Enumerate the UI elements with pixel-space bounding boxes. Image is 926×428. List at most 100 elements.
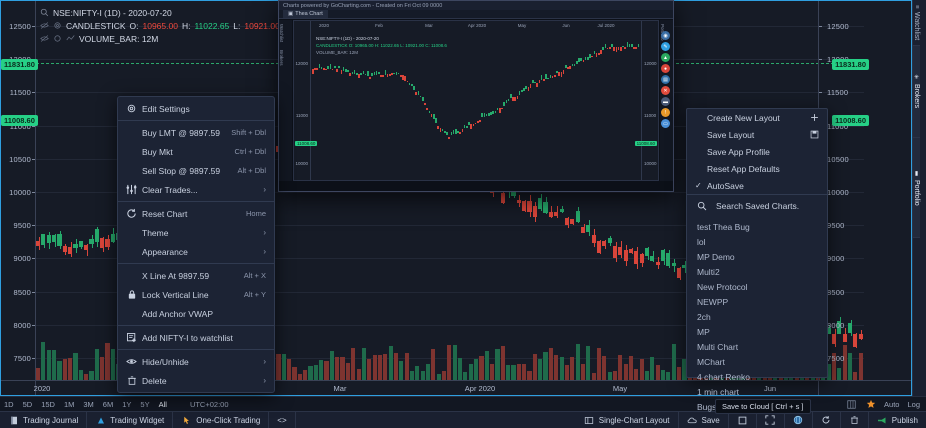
timeframe-bar[interactable]: 1D 5D 15D 1M 3M 6M 1Y 5Y All UTC+02:00 Auto Log bbox=[0, 396, 926, 411]
context-menu-item-add-nifty-i-to-watchlist[interactable]: Add NIFTY-I to watchlist bbox=[118, 328, 274, 347]
refresh-button[interactable] bbox=[813, 411, 841, 428]
timeframe-5d[interactable]: 5D bbox=[22, 399, 33, 409]
square-button[interactable] bbox=[729, 411, 757, 428]
legend-volume-row[interactable]: VOLUME_BAR: 12M bbox=[40, 32, 326, 45]
floating-chart-body[interactable]: 2020 Feb Mar Apr 2020 May Jun Jul 2020 12000 11… bbox=[293, 20, 659, 181]
publish-button[interactable]: Publish bbox=[869, 412, 926, 428]
tool-icon-5[interactable]: ▤ bbox=[661, 75, 670, 84]
timeframe-items[interactable]: 1D 5D 15D 1M 3M 6M 1Y 5Y All bbox=[4, 400, 167, 409]
floating-rail-watchlist[interactable]: Watchlist bbox=[279, 24, 284, 43]
saved-chart-item[interactable]: test Thea Bug bbox=[687, 219, 827, 234]
floating-window-tab[interactable]: ▣ Thea Chart bbox=[283, 10, 328, 18]
context-menu-item-lock-vertical-line[interactable]: Lock Vertical Line Alt + Y bbox=[118, 285, 274, 304]
saved-chart-item[interactable]: 2ch bbox=[687, 309, 827, 324]
tool-icon-2[interactable]: ✎ bbox=[661, 42, 670, 51]
timeframe-1y[interactable]: 1Y bbox=[122, 399, 132, 409]
layout-menu-reset-app-defaults[interactable]: Reset App Defaults bbox=[687, 160, 827, 177]
one-click-trading-button[interactable]: One-Click Trading bbox=[173, 411, 270, 428]
timeframe-all[interactable]: All bbox=[158, 399, 167, 409]
context-menu-item-sell-stop-9897-59[interactable]: Sell Stop @ 9897.59 Alt + Dbl bbox=[118, 161, 274, 180]
context-menu-item-buy-mkt[interactable]: Buy Mkt Ctrl + Dbl bbox=[118, 142, 274, 161]
timeframe-1d[interactable]: 1D bbox=[4, 399, 14, 409]
vertical-tab-watchlist[interactable]: ≡ Watchlist bbox=[913, 0, 920, 46]
saved-chart-item[interactable]: MP Demo bbox=[687, 249, 827, 264]
context-menu-item-theme[interactable]: Theme › bbox=[118, 223, 274, 242]
tool-icon-6[interactable]: ✕ bbox=[661, 86, 670, 95]
legend-symbol-row[interactable]: NSE:NIFTY-I (1D) - 2020-07-20 bbox=[40, 6, 326, 19]
timeframe-right-controls[interactable]: Auto Log bbox=[846, 399, 926, 410]
tool-icon-4[interactable]: ● bbox=[661, 64, 670, 73]
eye-hide-icon[interactable] bbox=[40, 21, 49, 30]
settings-gear-icon[interactable] bbox=[53, 21, 62, 30]
vertical-tab-portfolio[interactable]: ▮ Portfolio bbox=[913, 138, 920, 238]
saved-chart-item[interactable]: MChart bbox=[687, 354, 827, 369]
timezone-label[interactable]: UTC+02:00 bbox=[189, 399, 229, 409]
timeframe-1m[interactable]: 1M bbox=[63, 399, 75, 409]
star-icon[interactable] bbox=[865, 399, 876, 410]
tool-icon-3[interactable]: ▲ bbox=[661, 53, 670, 62]
chevron-right-icon: › bbox=[263, 247, 266, 256]
context-menu-item-hide-unhide[interactable]: Hide/Unhide › bbox=[118, 352, 274, 371]
chart-context-menu[interactable]: Edit Settings Buy LMT @ 9897.59 Shift + Db… bbox=[117, 96, 275, 393]
single-chart-layout-button[interactable]: Single-Chart Layout bbox=[576, 411, 679, 428]
tool-icon-9[interactable]: ▭ bbox=[661, 119, 670, 128]
vertical-tab-brokers[interactable]: ✳ Brokers bbox=[913, 46, 920, 138]
timeframe-6m[interactable]: 6M bbox=[102, 399, 114, 409]
save-cloud-button[interactable]: Save bbox=[679, 411, 729, 428]
saved-chart-item[interactable]: Multi Chart bbox=[687, 339, 827, 354]
delete-button[interactable] bbox=[841, 411, 869, 428]
log-scale-button[interactable]: Log bbox=[907, 399, 920, 409]
floating-left-rail[interactable]: Watchlist Brokers bbox=[279, 20, 292, 181]
context-menu-item-x-line-at-9897-59[interactable]: X Line At 9897.59 Alt + X bbox=[118, 266, 274, 285]
status-bar[interactable]: Trading Journal Trading Widget One-Click… bbox=[0, 411, 926, 428]
context-menu-item-clear-trades[interactable]: Clear Trades... › bbox=[118, 180, 274, 199]
floppy-icon[interactable] bbox=[810, 130, 819, 139]
layout-menu-autosave[interactable]: ✓ AutoSave bbox=[687, 177, 827, 194]
tool-icon-7[interactable]: ▬ bbox=[661, 97, 670, 106]
trading-widget-button[interactable]: Trading Widget bbox=[87, 411, 174, 428]
context-menu-item-appearance[interactable]: Appearance › bbox=[118, 242, 274, 261]
globe-button[interactable] bbox=[785, 411, 813, 428]
tool-icon-8[interactable]: ! bbox=[661, 108, 670, 117]
layout-menu-save-app-profile[interactable]: Save App Profile bbox=[687, 143, 827, 160]
volume-settings-icon[interactable] bbox=[53, 34, 62, 43]
tool-icon-1[interactable]: ◉ bbox=[661, 31, 670, 40]
saved-charts-search[interactable]: Search Saved Charts. bbox=[687, 195, 827, 217]
saved-chart-item[interactable]: lol bbox=[687, 234, 827, 249]
code-toggle-button[interactable]: <> bbox=[269, 411, 296, 428]
layout-menu-actions[interactable]: Create New Layout Save Layout Save App Pro… bbox=[687, 109, 827, 194]
floating-rail-brokers[interactable]: Brokers bbox=[279, 50, 284, 66]
auto-scale-button[interactable]: Auto bbox=[884, 399, 900, 409]
saved-chart-item[interactable]: NEWPP bbox=[687, 294, 827, 309]
context-menu-item-edit-settings[interactable]: Edit Settings bbox=[118, 99, 274, 118]
context-menu-item-reset-chart[interactable]: Reset Chart Home bbox=[118, 204, 274, 223]
context-menu-item-add-anchor-vwap[interactable]: Add Anchor VWAP bbox=[118, 304, 274, 323]
floating-chart-window[interactable]: Charts powered by GoCharting.com - Creat… bbox=[278, 0, 674, 192]
trading-journal-button[interactable]: Trading Journal bbox=[0, 411, 88, 428]
plus-icon[interactable] bbox=[810, 113, 819, 122]
saved-chart-item[interactable]: Bugs bbox=[687, 399, 827, 414]
right-vertical-tabs[interactable]: ≡ Watchlist ✳ Brokers ▮ Portfolio bbox=[912, 0, 926, 396]
floating-tab-label: Thea Chart bbox=[295, 11, 323, 17]
search-zoom-icon[interactable] bbox=[40, 8, 49, 17]
saved-chart-item[interactable]: MP bbox=[687, 324, 827, 339]
fullscreen-button[interactable] bbox=[757, 411, 785, 428]
floating-tool-icon-column[interactable]: ◉ ✎ ▲ ● ▤ ✕ ▬ ! ▭ bbox=[659, 31, 672, 128]
timeframe-15d[interactable]: 15D bbox=[41, 399, 55, 409]
layout-save-menu[interactable]: Create New Layout Save Layout Save App Pro… bbox=[686, 108, 828, 412]
status-bar-right[interactable]: Single-Chart Layout Save bbox=[576, 411, 926, 428]
floating-window-tabbar[interactable]: ▣ Thea Chart bbox=[279, 10, 673, 19]
saved-chart-item[interactable]: New Protocol bbox=[687, 279, 827, 294]
layout-menu-save-layout[interactable]: Save Layout bbox=[687, 126, 827, 143]
saved-charts-list[interactable]: test Thea Bug lol MP Demo Multi2 New Protoco… bbox=[687, 217, 827, 412]
saved-chart-item[interactable]: Multi2 bbox=[687, 264, 827, 279]
timeframe-3m[interactable]: 3M bbox=[83, 399, 94, 409]
layout-menu-create-new-layout[interactable]: Create New Layout bbox=[687, 109, 827, 126]
context-menu-item-buy-lmt-9897-59[interactable]: Buy LMT @ 9897.59 Shift + Dbl bbox=[118, 123, 274, 142]
eye-hide-icon-volume[interactable] bbox=[40, 34, 49, 43]
context-menu-item-delete[interactable]: Delete › bbox=[118, 371, 274, 390]
saved-chart-item[interactable]: 4 chart Renko bbox=[687, 369, 827, 384]
grid-icon[interactable] bbox=[846, 399, 857, 410]
timeframe-5y[interactable]: 5Y bbox=[140, 399, 150, 409]
saved-chart-item[interactable]: 1 min chart bbox=[687, 384, 827, 399]
